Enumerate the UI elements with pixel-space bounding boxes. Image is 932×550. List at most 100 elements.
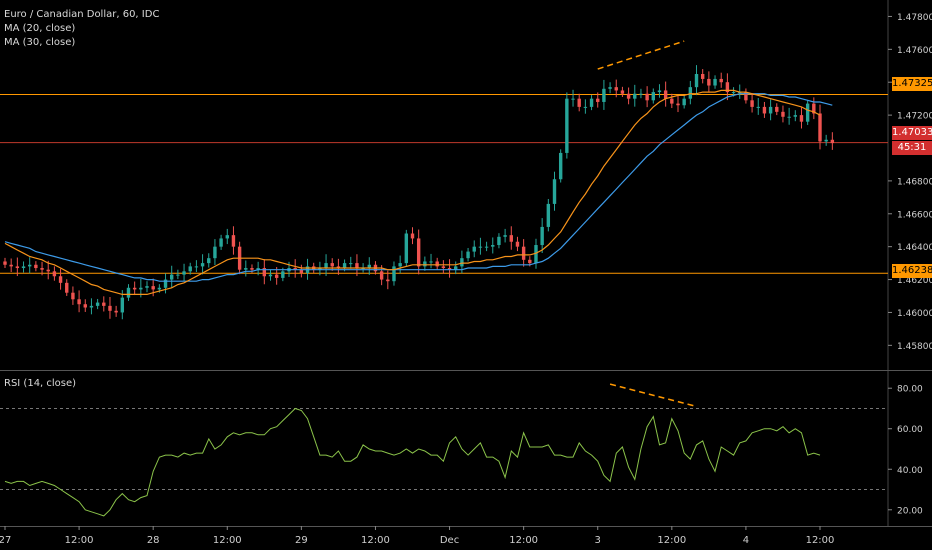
candle-body: [163, 279, 168, 288]
candle-body: [812, 103, 816, 114]
candle-body: [40, 268, 44, 270]
candle-body: [244, 268, 248, 270]
candle-body: [132, 287, 137, 290]
candle-body: [645, 93, 649, 101]
candle-body: [58, 276, 63, 283]
rsi-divergence-line: [609, 383, 697, 408]
candle-body: [781, 111, 785, 117]
candle-body: [540, 226, 544, 246]
candle-body: [398, 263, 402, 267]
candle-body: [274, 274, 279, 278]
price-tick-label: 1.46600: [897, 210, 932, 220]
candle-body: [589, 98, 594, 107]
candle-body: [256, 268, 260, 270]
candle-body: [633, 93, 637, 99]
rsi-tick-label: 40.00: [897, 466, 923, 476]
candle-body: [546, 203, 551, 227]
candle-body: [558, 152, 563, 180]
time-tick-label: 12:00: [65, 535, 94, 546]
candle-body: [731, 92, 736, 94]
resistance-price-label: 1.47325: [892, 77, 932, 91]
candle-body: [466, 251, 470, 259]
candle-body: [515, 241, 520, 247]
candle-body: [392, 266, 396, 282]
candle-body: [416, 238, 421, 267]
candle-body: [707, 78, 711, 86]
candle-body: [682, 98, 686, 106]
candle-body: [83, 304, 87, 308]
candle-body: [21, 266, 26, 269]
price-tick-label: 1.46200: [897, 276, 932, 286]
candle-body: [750, 100, 754, 107]
candle-body: [670, 98, 674, 104]
candle-body: [379, 271, 384, 280]
time-tick-label: 28: [147, 535, 160, 546]
candle-body: [775, 106, 779, 112]
candle-body: [503, 235, 507, 237]
candle-body: [194, 266, 199, 268]
candle-body: [509, 235, 513, 242]
candle-body: [756, 106, 760, 108]
candle-body: [46, 269, 50, 272]
candle-body: [429, 261, 433, 263]
candle-body: [213, 246, 217, 259]
candle-body: [151, 286, 155, 290]
candle-body: [207, 258, 211, 264]
candle-body: [614, 87, 618, 91]
rsi-tick-label: 60.00: [897, 425, 923, 435]
candle-body: [830, 139, 835, 144]
price-tick-label: 1.47600: [897, 46, 932, 56]
candle-body: [657, 90, 662, 93]
ma20-legend: MA (20, close): [4, 23, 76, 34]
candle-body: [435, 261, 439, 267]
ma30-legend: MA (30, close): [4, 37, 76, 48]
time-tick-label: 3: [595, 535, 601, 546]
support-price-label: 1.46238: [892, 264, 932, 278]
candle-body: [176, 274, 180, 276]
candle-body: [281, 271, 285, 278]
candle-body: [65, 282, 69, 293]
candle-body: [188, 266, 192, 272]
time-tick-label: Dec: [440, 535, 459, 546]
candle-body: [126, 287, 131, 298]
candle-body: [454, 266, 458, 270]
candle-body: [299, 269, 304, 273]
candle-body: [157, 287, 162, 290]
time-tick-label: 12:00: [657, 535, 686, 546]
candle-body: [336, 266, 341, 269]
candle-body: [410, 233, 415, 239]
candle-body: [725, 82, 730, 93]
candle-body: [324, 263, 328, 269]
candle-body: [805, 103, 810, 122]
candle-body: [824, 139, 828, 142]
candle-body: [818, 113, 822, 142]
candle-body: [330, 263, 334, 267]
candle-body: [342, 263, 347, 269]
price-tick-label: 1.46000: [897, 309, 932, 319]
candle-body: [700, 74, 705, 79]
price-pane[interactable]: 1.478001.476001.474001.472001.468001.466…: [0, 0, 932, 526]
time-tick-label: 27: [0, 535, 11, 546]
candle-body: [534, 245, 538, 264]
candle-body: [663, 90, 668, 99]
candle-body: [719, 78, 723, 83]
time-tick-label: 12:00: [806, 535, 835, 546]
candle-body: [15, 266, 20, 269]
candle-body: [596, 98, 600, 102]
ma30-line: [4, 93, 833, 282]
candle-body: [404, 233, 409, 264]
candle-body: [200, 263, 205, 267]
candle-body: [3, 261, 7, 265]
candle-body: [688, 87, 693, 99]
rsi-tick-label: 20.00: [897, 506, 923, 516]
chart-title: Euro / Canadian Dollar, 60, IDC: [4, 9, 160, 20]
time-tick-label: 12:00: [509, 535, 538, 546]
candle-body: [170, 274, 174, 280]
candle-body: [497, 236, 501, 246]
candle-body: [386, 279, 390, 282]
candle-body: [447, 268, 452, 270]
candle-body: [626, 93, 631, 99]
rsi-pane[interactable]: 80.00 60.00 40.00 20.00: [0, 383, 923, 517]
candle-body: [367, 264, 371, 269]
